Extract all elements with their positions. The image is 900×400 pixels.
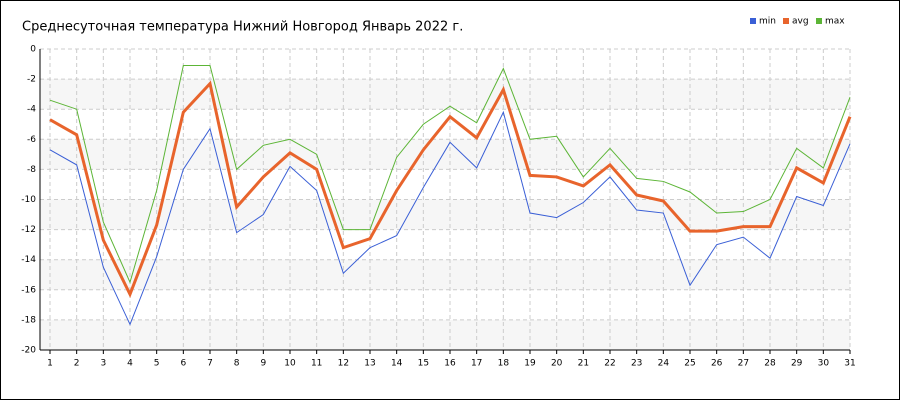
x-tick-label: 3	[100, 359, 106, 369]
x-tick-label: 7	[207, 359, 213, 369]
legend-label: avg	[792, 17, 809, 27]
legend-label: min	[759, 17, 776, 27]
x-tick-label: 21	[578, 359, 589, 369]
legend-swatch	[783, 18, 789, 24]
x-tick-label: 18	[498, 359, 510, 369]
x-tick-label: 8	[234, 359, 240, 369]
x-tick-label: 10	[284, 359, 296, 369]
x-tick-label: 14	[391, 359, 403, 369]
x-tick-label: 29	[791, 359, 803, 369]
x-tick-label: 22	[604, 359, 615, 369]
x-tick-label: 5	[154, 359, 160, 369]
x-tick-label: 13	[364, 359, 375, 369]
x-tick-label: 24	[658, 359, 670, 369]
x-tick-label: 1	[47, 359, 53, 369]
y-tick-label: -18	[21, 315, 36, 325]
x-tick-label: 2	[74, 359, 80, 369]
y-tick-label: -20	[21, 346, 36, 356]
legend-swatch	[816, 18, 822, 24]
x-tick-label: 4	[127, 359, 133, 369]
x-tick-label: 30	[818, 359, 830, 369]
x-tick-label: 26	[711, 359, 723, 369]
x-tick-label: 31	[844, 359, 855, 369]
series-line	[49, 110, 851, 326]
y-tick-label: -4	[27, 105, 36, 115]
y-tick-label: -10	[21, 195, 36, 205]
legend-label: max	[825, 17, 845, 27]
grid-band	[40, 259, 850, 290]
series-line	[49, 65, 851, 284]
x-tick-label: 23	[631, 359, 642, 369]
grid-band	[40, 199, 850, 230]
y-tick-label: -16	[21, 285, 36, 295]
y-tick-label: -12	[21, 225, 36, 235]
x-tick-label: 27	[738, 359, 749, 369]
x-tick-label: 6	[180, 359, 186, 369]
series-line	[49, 80, 852, 299]
x-tick-label: 25	[684, 359, 695, 369]
x-tick-label: 20	[551, 359, 563, 369]
chart-title: Среднесуточная температура Нижний Новгор…	[22, 20, 463, 35]
grid-band	[40, 79, 850, 110]
y-tick-label: -8	[27, 165, 36, 175]
x-tick-label: 15	[418, 359, 429, 369]
y-tick-label: -14	[21, 255, 36, 265]
x-tick-label: 17	[471, 359, 482, 369]
grid-band	[40, 139, 850, 170]
legend-swatch	[750, 18, 756, 24]
y-tick-label: -2	[27, 75, 36, 85]
x-tick-label: 28	[764, 359, 776, 369]
y-tick-label: 0	[30, 45, 36, 55]
x-tick-label: 9	[260, 359, 266, 369]
x-tick-label: 19	[524, 359, 536, 369]
x-tick-label: 16	[444, 359, 456, 369]
x-tick-label: 11	[311, 359, 322, 369]
grid-band	[40, 319, 850, 350]
y-tick-label: -6	[27, 135, 36, 145]
x-tick-label: 12	[338, 359, 349, 369]
